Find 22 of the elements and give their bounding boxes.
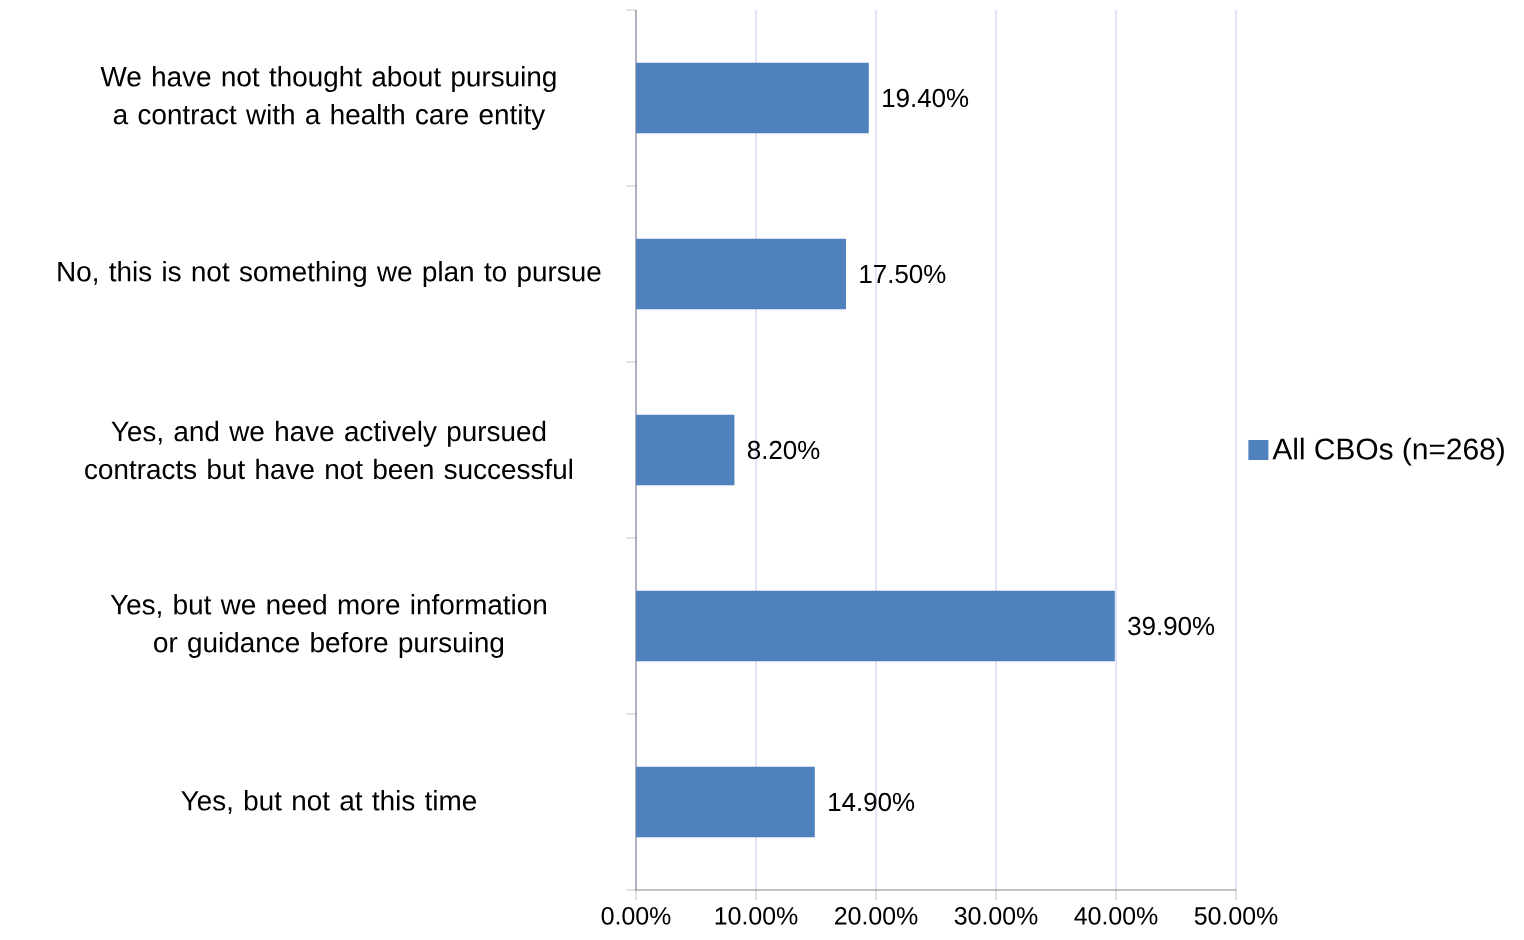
x-tick-label: 50.00%	[1194, 907, 1278, 925]
y-tick-label: Yes, but we need more information or guidance before pursuing	[110, 594, 546, 658]
y-tick-label: We have not thought about pursuing a contract with a health care entity	[100, 66, 556, 130]
bar	[635, 62, 869, 134]
bar	[635, 238, 846, 310]
text: 39.90%	[1128, 616, 1215, 636]
y-tick-label: No, this is not something we plan to pursue	[58, 261, 601, 288]
text: 17.50%	[860, 264, 946, 284]
text: 14.90%	[829, 792, 915, 812]
y-tick-label: Yes, and we have actively pursued contracts but have not been successful	[85, 420, 573, 480]
x-tick-label: 40.00%	[1074, 907, 1158, 925]
bar	[635, 590, 1115, 662]
text: 8.20%	[747, 440, 820, 460]
bar	[635, 766, 815, 838]
x-tick-label: 30.00%	[954, 907, 1038, 925]
x-tick-label: 0.00%	[601, 907, 671, 925]
x-tick-label: 20.00%	[835, 907, 918, 925]
legend-label: All CBOs (n=268)	[1272, 437, 1504, 466]
y-tick-label: Yes, but not at this time	[181, 790, 477, 814]
bar	[635, 414, 735, 486]
text: 19.40%	[883, 88, 969, 108]
x-tick-label: 10.00%	[715, 907, 798, 925]
